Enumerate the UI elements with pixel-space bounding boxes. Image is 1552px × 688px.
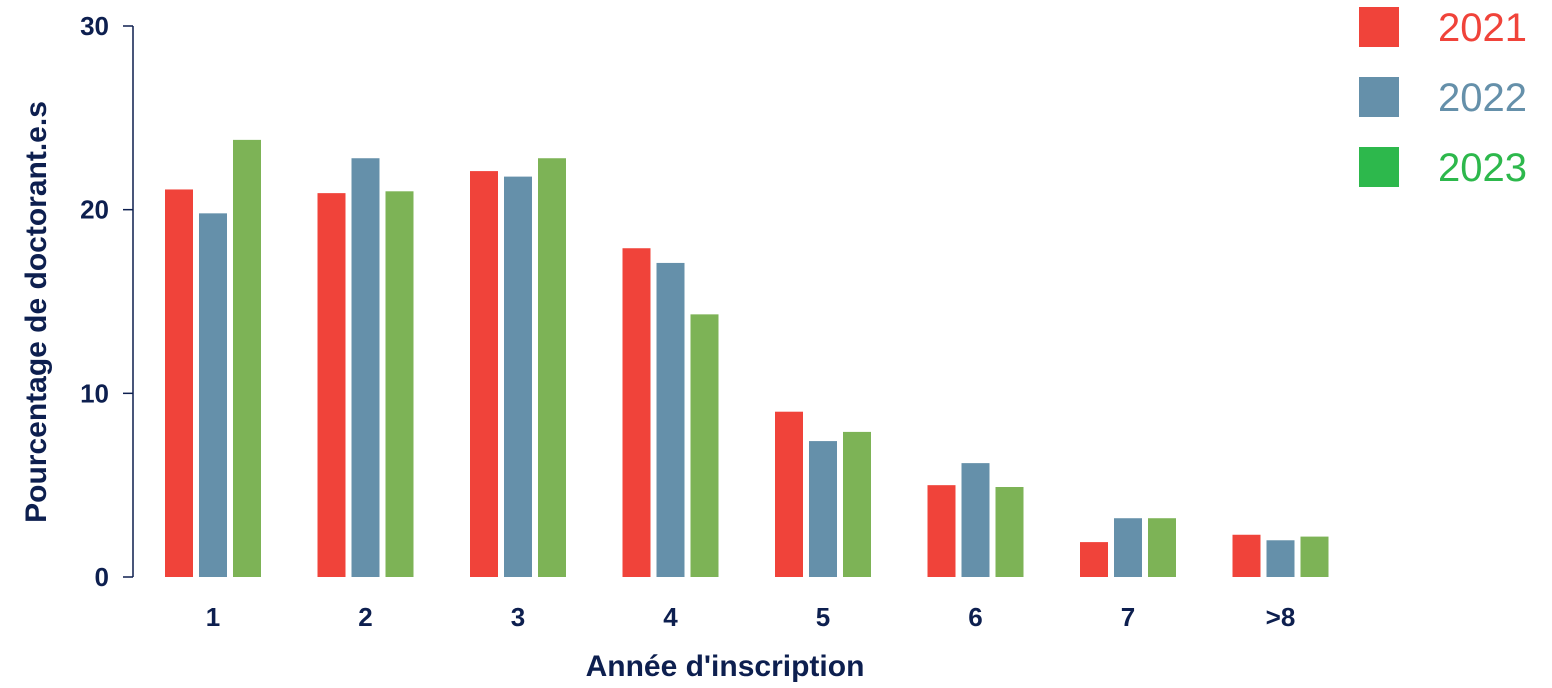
x-tick-label: >8 — [1266, 602, 1296, 632]
bar-2022-1 — [199, 213, 227, 577]
y-tick-label: 10 — [80, 378, 109, 408]
bar-2021-7 — [1080, 542, 1108, 577]
bar-2021-3 — [470, 171, 498, 577]
legend-swatch-2021 — [1359, 7, 1399, 47]
y-axis-title: Pourcentage de doctorant.e.s — [20, 101, 53, 523]
legend-swatch-2022 — [1359, 77, 1399, 117]
bar-2022-4 — [656, 262, 685, 577]
x-tick-label: 4 — [663, 602, 678, 632]
bar-2022-5 — [809, 441, 837, 577]
bar-2021->8 — [1232, 534, 1261, 577]
legend-swatch-2023 — [1359, 147, 1399, 187]
bar-2023->8 — [1300, 536, 1329, 577]
legend: 2021 2022 2023 — [1359, 6, 1527, 190]
bar-2022-6 — [961, 463, 990, 577]
bar-2023-7 — [1148, 518, 1176, 577]
legend-label-2022: 2022 — [1438, 76, 1527, 120]
bar-2023-5 — [843, 431, 871, 577]
bar-2022-3 — [504, 176, 532, 577]
legend-label-2023: 2023 — [1438, 146, 1527, 190]
x-tick-label: 7 — [1121, 602, 1135, 632]
bar-2022-7 — [1114, 518, 1142, 577]
x-axis-title: Année d'inscription — [586, 650, 865, 683]
bar-2021-4 — [622, 248, 651, 577]
bar-2021-6 — [927, 485, 956, 577]
y-tick-label: 30 — [80, 11, 109, 41]
bar-2023-6 — [995, 487, 1024, 577]
bar-2023-2 — [385, 191, 414, 578]
y-axis: 0 10 20 30 — [80, 11, 134, 592]
y-tick-label: 0 — [95, 562, 109, 592]
bar-2022-2 — [351, 158, 380, 578]
bar-2023-3 — [538, 158, 566, 578]
bar-2021-1 — [165, 189, 193, 578]
legend-label-2021: 2021 — [1438, 6, 1527, 50]
x-tick-label: 3 — [511, 602, 525, 632]
bar-2023-4 — [690, 314, 719, 577]
bar-2021-2 — [317, 193, 346, 578]
x-tick-label: 6 — [968, 602, 982, 632]
x-tick-label: 2 — [358, 602, 372, 632]
x-tick-label: 1 — [206, 602, 220, 632]
bar-2022->8 — [1266, 540, 1295, 577]
bar-2023-1 — [233, 139, 261, 577]
bars — [165, 139, 1329, 578]
x-tick-label: 5 — [816, 602, 830, 632]
y-tick-label: 20 — [80, 195, 109, 225]
x-tick-labels: 1 2 3 4 5 6 7 >8 — [206, 602, 1296, 632]
bar-2021-5 — [775, 411, 803, 577]
